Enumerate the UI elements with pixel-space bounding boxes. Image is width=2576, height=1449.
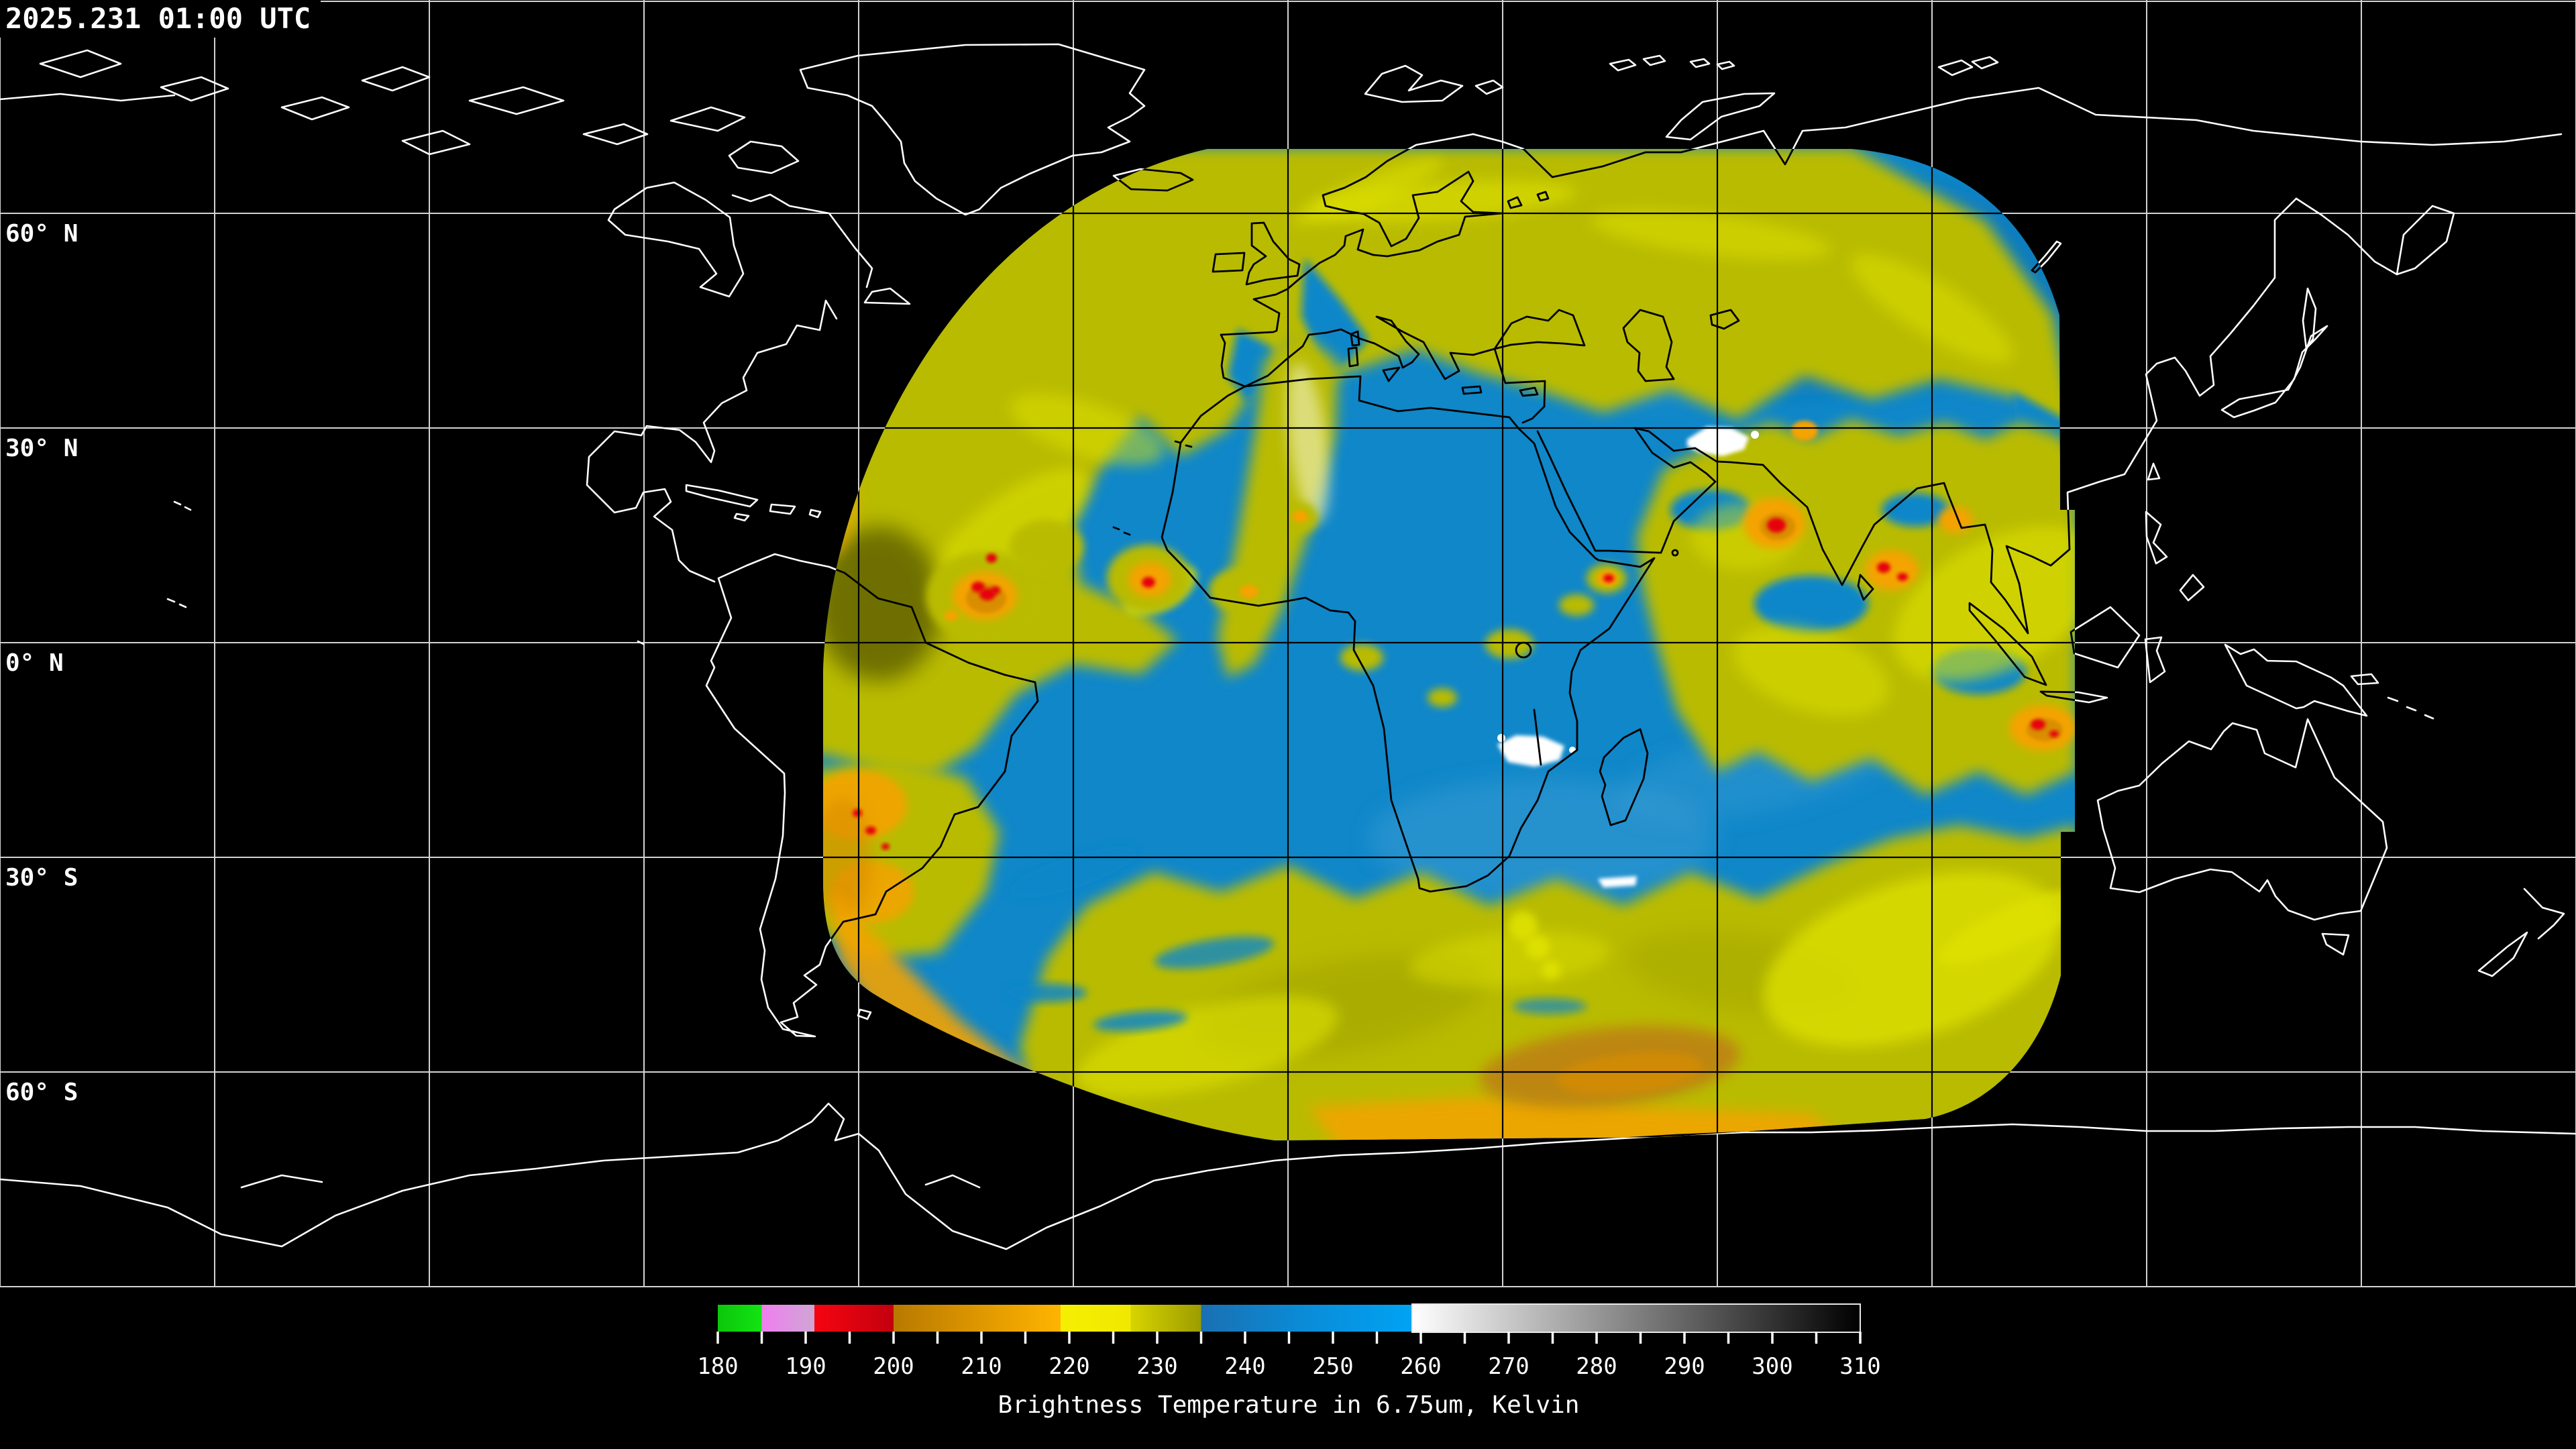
graticule-inside bbox=[0, 0, 2576, 1287]
satellite-swath bbox=[0, 0, 2576, 1287]
colorbar: 180 190 200 210 220 230 240 250 260 270 280 290 300 3… bbox=[697, 1303, 1881, 1419]
colorbar-tick-label: 300 bbox=[1752, 1353, 1792, 1380]
latitude-labels: 60° N 30° N 0° N 30° S 60° S bbox=[5, 220, 78, 1106]
colorbar-tick-label: 280 bbox=[1576, 1353, 1617, 1380]
colorbar-labels: 180 190 200 210 220 230 240 250 260 270 280 290 300 3… bbox=[697, 1353, 1880, 1380]
colorbar-grayscale-outline bbox=[1411, 1303, 1861, 1333]
latitude-label: 30° N bbox=[5, 435, 78, 462]
latitude-label: 0° N bbox=[5, 649, 64, 677]
colorbar-tick-label: 290 bbox=[1664, 1353, 1705, 1380]
latitude-label: 60° N bbox=[5, 220, 78, 248]
colorbar-ticks bbox=[716, 1332, 1862, 1344]
colorbar-tick-label: 250 bbox=[1312, 1353, 1353, 1380]
colorbar-caption: Brightness Temperature in 6.75um, Kelvin bbox=[998, 1391, 1580, 1419]
water-vapor-data bbox=[0, 0, 2576, 1287]
colorbar-tick-label: 230 bbox=[1136, 1353, 1177, 1380]
colorbar-tick-label: 240 bbox=[1224, 1353, 1265, 1380]
latitude-label: 30° S bbox=[5, 864, 78, 892]
timestamp: 2025.231 01:00 UTC bbox=[5, 2, 311, 35]
colorbar-tick-label: 220 bbox=[1049, 1353, 1089, 1380]
colorbar-tick-label: 260 bbox=[1400, 1353, 1441, 1380]
colorbar-gradient-bar bbox=[718, 1305, 1860, 1332]
timestamp-backing bbox=[0, 0, 321, 38]
colorbar-tick-label: 200 bbox=[873, 1353, 914, 1380]
colorbar-tick-label: 310 bbox=[1839, 1353, 1880, 1380]
colorbar-tick-label: 180 bbox=[697, 1353, 738, 1380]
colorbar-tick-label: 270 bbox=[1488, 1353, 1529, 1380]
colorbar-tick-label: 210 bbox=[961, 1353, 1002, 1380]
latitude-label: 60° S bbox=[5, 1079, 78, 1106]
colorbar-tick-label: 190 bbox=[785, 1353, 826, 1380]
